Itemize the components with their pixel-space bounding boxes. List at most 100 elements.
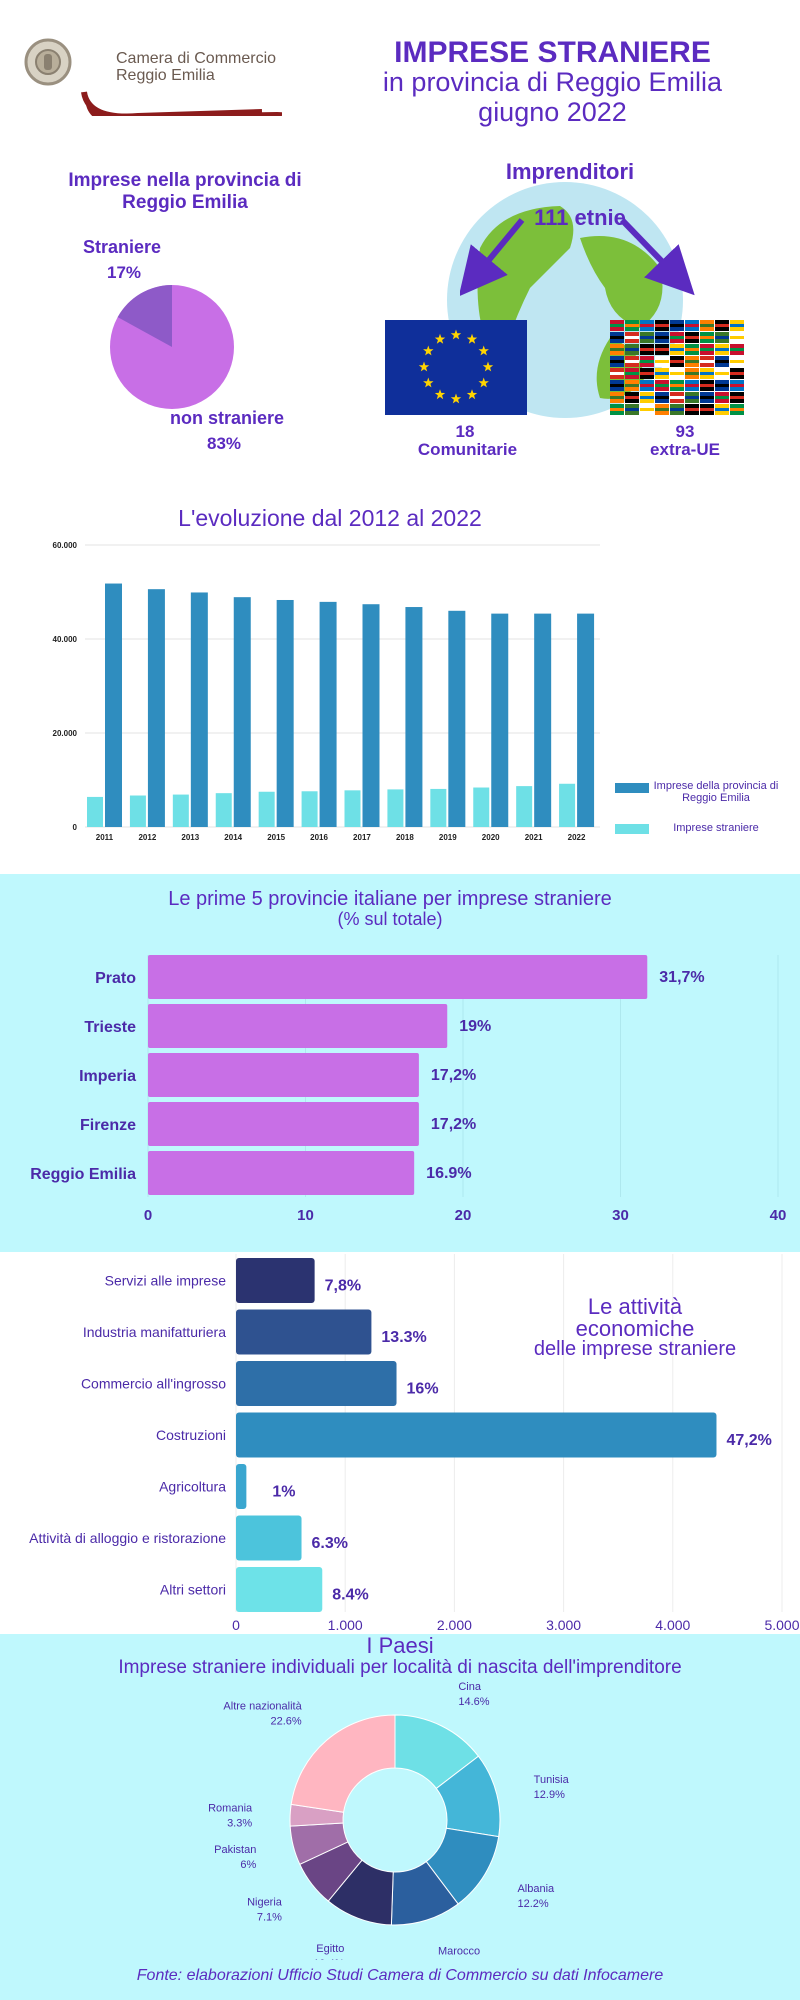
prov-bar: [148, 1053, 419, 1097]
evo-x-tick: 2019: [439, 833, 457, 842]
logo-text-line2: Reggio Emilia: [116, 67, 215, 84]
share-pie-chart: [110, 285, 234, 409]
act-value-label: 47,2%: [726, 1432, 771, 1449]
evo-bar-provincia: [362, 604, 380, 827]
world-flags-icon: [610, 320, 744, 415]
evo-x-tick: 2018: [396, 833, 414, 842]
act-category-label: Attività di alloggio e ristorazione: [29, 1530, 226, 1546]
prov-x-tick: 0: [144, 1207, 152, 1224]
evo-bar-provincia: [147, 589, 165, 827]
evo-bar-straniere: [172, 794, 189, 827]
prov-bar: [148, 1004, 448, 1048]
donut-category-label: Nigeria: [247, 1897, 283, 1909]
entrepreneurs-title: Imprenditori: [505, 159, 635, 184]
arrows-icon: [460, 217, 695, 297]
countries-band: [0, 1634, 800, 2000]
donut-category-label: Romania: [208, 1802, 253, 1814]
activities-bar-chart: 0 1.000 2.000 3.000 4.000 5.000 Servizi alle i…: [29, 1254, 800, 1633]
evo-y-tick: 40.000: [53, 635, 78, 644]
legend-label-provincia: Imprese della provincia di Reggio Emilia: [653, 780, 779, 804]
evo-bar-straniere: [129, 795, 146, 827]
prov-bar: [148, 1102, 419, 1146]
evo-bar-straniere: [87, 796, 103, 827]
donut-category-label: Tunisia: [534, 1774, 570, 1786]
local-value: 83%: [207, 434, 242, 453]
evo-bar-straniere: [516, 786, 533, 827]
evo-bar-provincia: [491, 613, 509, 827]
evo-bar-provincia: [105, 583, 122, 827]
evo-x-tick: 2016: [310, 833, 328, 842]
legend-label-straniere: Imprese straniere: [673, 822, 759, 834]
donut-slice: [290, 1714, 396, 1813]
activities-title-2: economiche: [575, 1316, 695, 1341]
page-subtitle-2: giugno 2022: [478, 97, 627, 127]
act-bar: [236, 1309, 372, 1355]
donut-value-label: 22.6%: [271, 1716, 302, 1728]
provinces-bar-chart: 0 10 20 30 40 Prato 31,7% Trieste 19% Imperia 17,2…: [30, 955, 787, 1224]
noneu-count: 93: [675, 422, 695, 441]
activities-title-1: Le attività: [587, 1294, 683, 1319]
evo-y-tick: 0: [73, 823, 78, 832]
act-category-label: Costruzioni: [156, 1427, 226, 1443]
act-bar: [236, 1567, 323, 1612]
act-category-label: Altri settori: [160, 1582, 226, 1598]
eu-label: Comunitarie: [417, 440, 518, 459]
evo-bar-straniere: [430, 788, 447, 827]
act-category-label: Agricoltura: [159, 1479, 226, 1495]
act-category-label: Servizi alle imprese: [105, 1273, 227, 1289]
prov-category-label: Reggio Emilia: [30, 1166, 136, 1183]
prov-value-label: 17,2%: [431, 1067, 476, 1084]
evo-x-tick: 2017: [353, 833, 371, 842]
legend-swatch-provincia: [615, 783, 649, 793]
prov-value-label: 31,7%: [659, 969, 704, 986]
prov-x-tick: 10: [297, 1207, 314, 1224]
donut-value-label: 3.3%: [227, 1817, 252, 1829]
act-x-tick: 3.000: [546, 1617, 581, 1633]
prov-x-tick: 30: [612, 1207, 629, 1224]
local-label: non straniere: [170, 408, 285, 428]
evo-y-tick: 20.000: [53, 729, 78, 738]
evo-x-tick: 2022: [568, 833, 586, 842]
evo-bar-provincia: [233, 597, 251, 827]
act-bar: [236, 1258, 315, 1303]
evo-bar-straniere: [473, 787, 490, 827]
act-bar: [236, 1361, 397, 1406]
prov-value-label: 16.9%: [426, 1165, 471, 1182]
countries-title: I Paesi: [366, 1633, 434, 1658]
donut-category-label: Pakistan: [214, 1844, 256, 1856]
evo-x-tick: 2012: [138, 833, 156, 842]
evo-x-tick: 2013: [181, 833, 199, 842]
evo-bar-straniere: [387, 789, 404, 827]
evo-bar-provincia: [448, 610, 466, 827]
act-value-label: 13.3%: [381, 1329, 426, 1346]
act-x-tick: 4.000: [655, 1617, 690, 1633]
countries-donut-chart: Cina 14.6% Tunisia 12.9% Albania 12.2% Marocco…: [208, 1681, 570, 1960]
act-x-tick: 2.000: [437, 1617, 472, 1633]
countries-subtitle: Imprese straniere individuali per locali…: [118, 1657, 682, 1678]
evolution-title: L'evoluzione dal 2012 al 2022: [178, 505, 482, 531]
legend-swatch-straniere: [615, 824, 649, 834]
evo-bar-provincia: [319, 601, 337, 827]
eu-count: 18: [455, 422, 475, 441]
page-title: IMPRESE STRANIERE: [394, 36, 711, 69]
act-x-tick: 5.000: [764, 1617, 799, 1633]
donut-value-label: 6%: [240, 1859, 256, 1871]
act-bar: [236, 1412, 717, 1458]
prov-x-tick: 40: [770, 1207, 787, 1224]
prov-value-label: 17,2%: [431, 1116, 476, 1133]
act-category-label: Commercio all'ingrosso: [81, 1376, 226, 1392]
evo-bar-provincia: [276, 599, 294, 827]
act-value-label: 1%: [272, 1484, 295, 1501]
evo-bar-straniere: [258, 791, 275, 827]
evo-bar-provincia: [405, 607, 423, 827]
evo-bar-straniere: [215, 793, 232, 827]
donut-category-label: Cina: [458, 1681, 482, 1693]
act-value-label: 6.3%: [312, 1535, 348, 1552]
noneu-label: extra-UE: [650, 440, 720, 459]
prov-bar: [148, 955, 648, 999]
act-value-label: 7,8%: [325, 1278, 361, 1295]
evo-y-tick: 60.000: [53, 541, 78, 550]
prov-category-label: Firenze: [80, 1117, 136, 1134]
page-subtitle-1: in provincia di Reggio Emilia: [382, 67, 723, 97]
act-category-label: Industria manifatturiera: [83, 1324, 226, 1340]
